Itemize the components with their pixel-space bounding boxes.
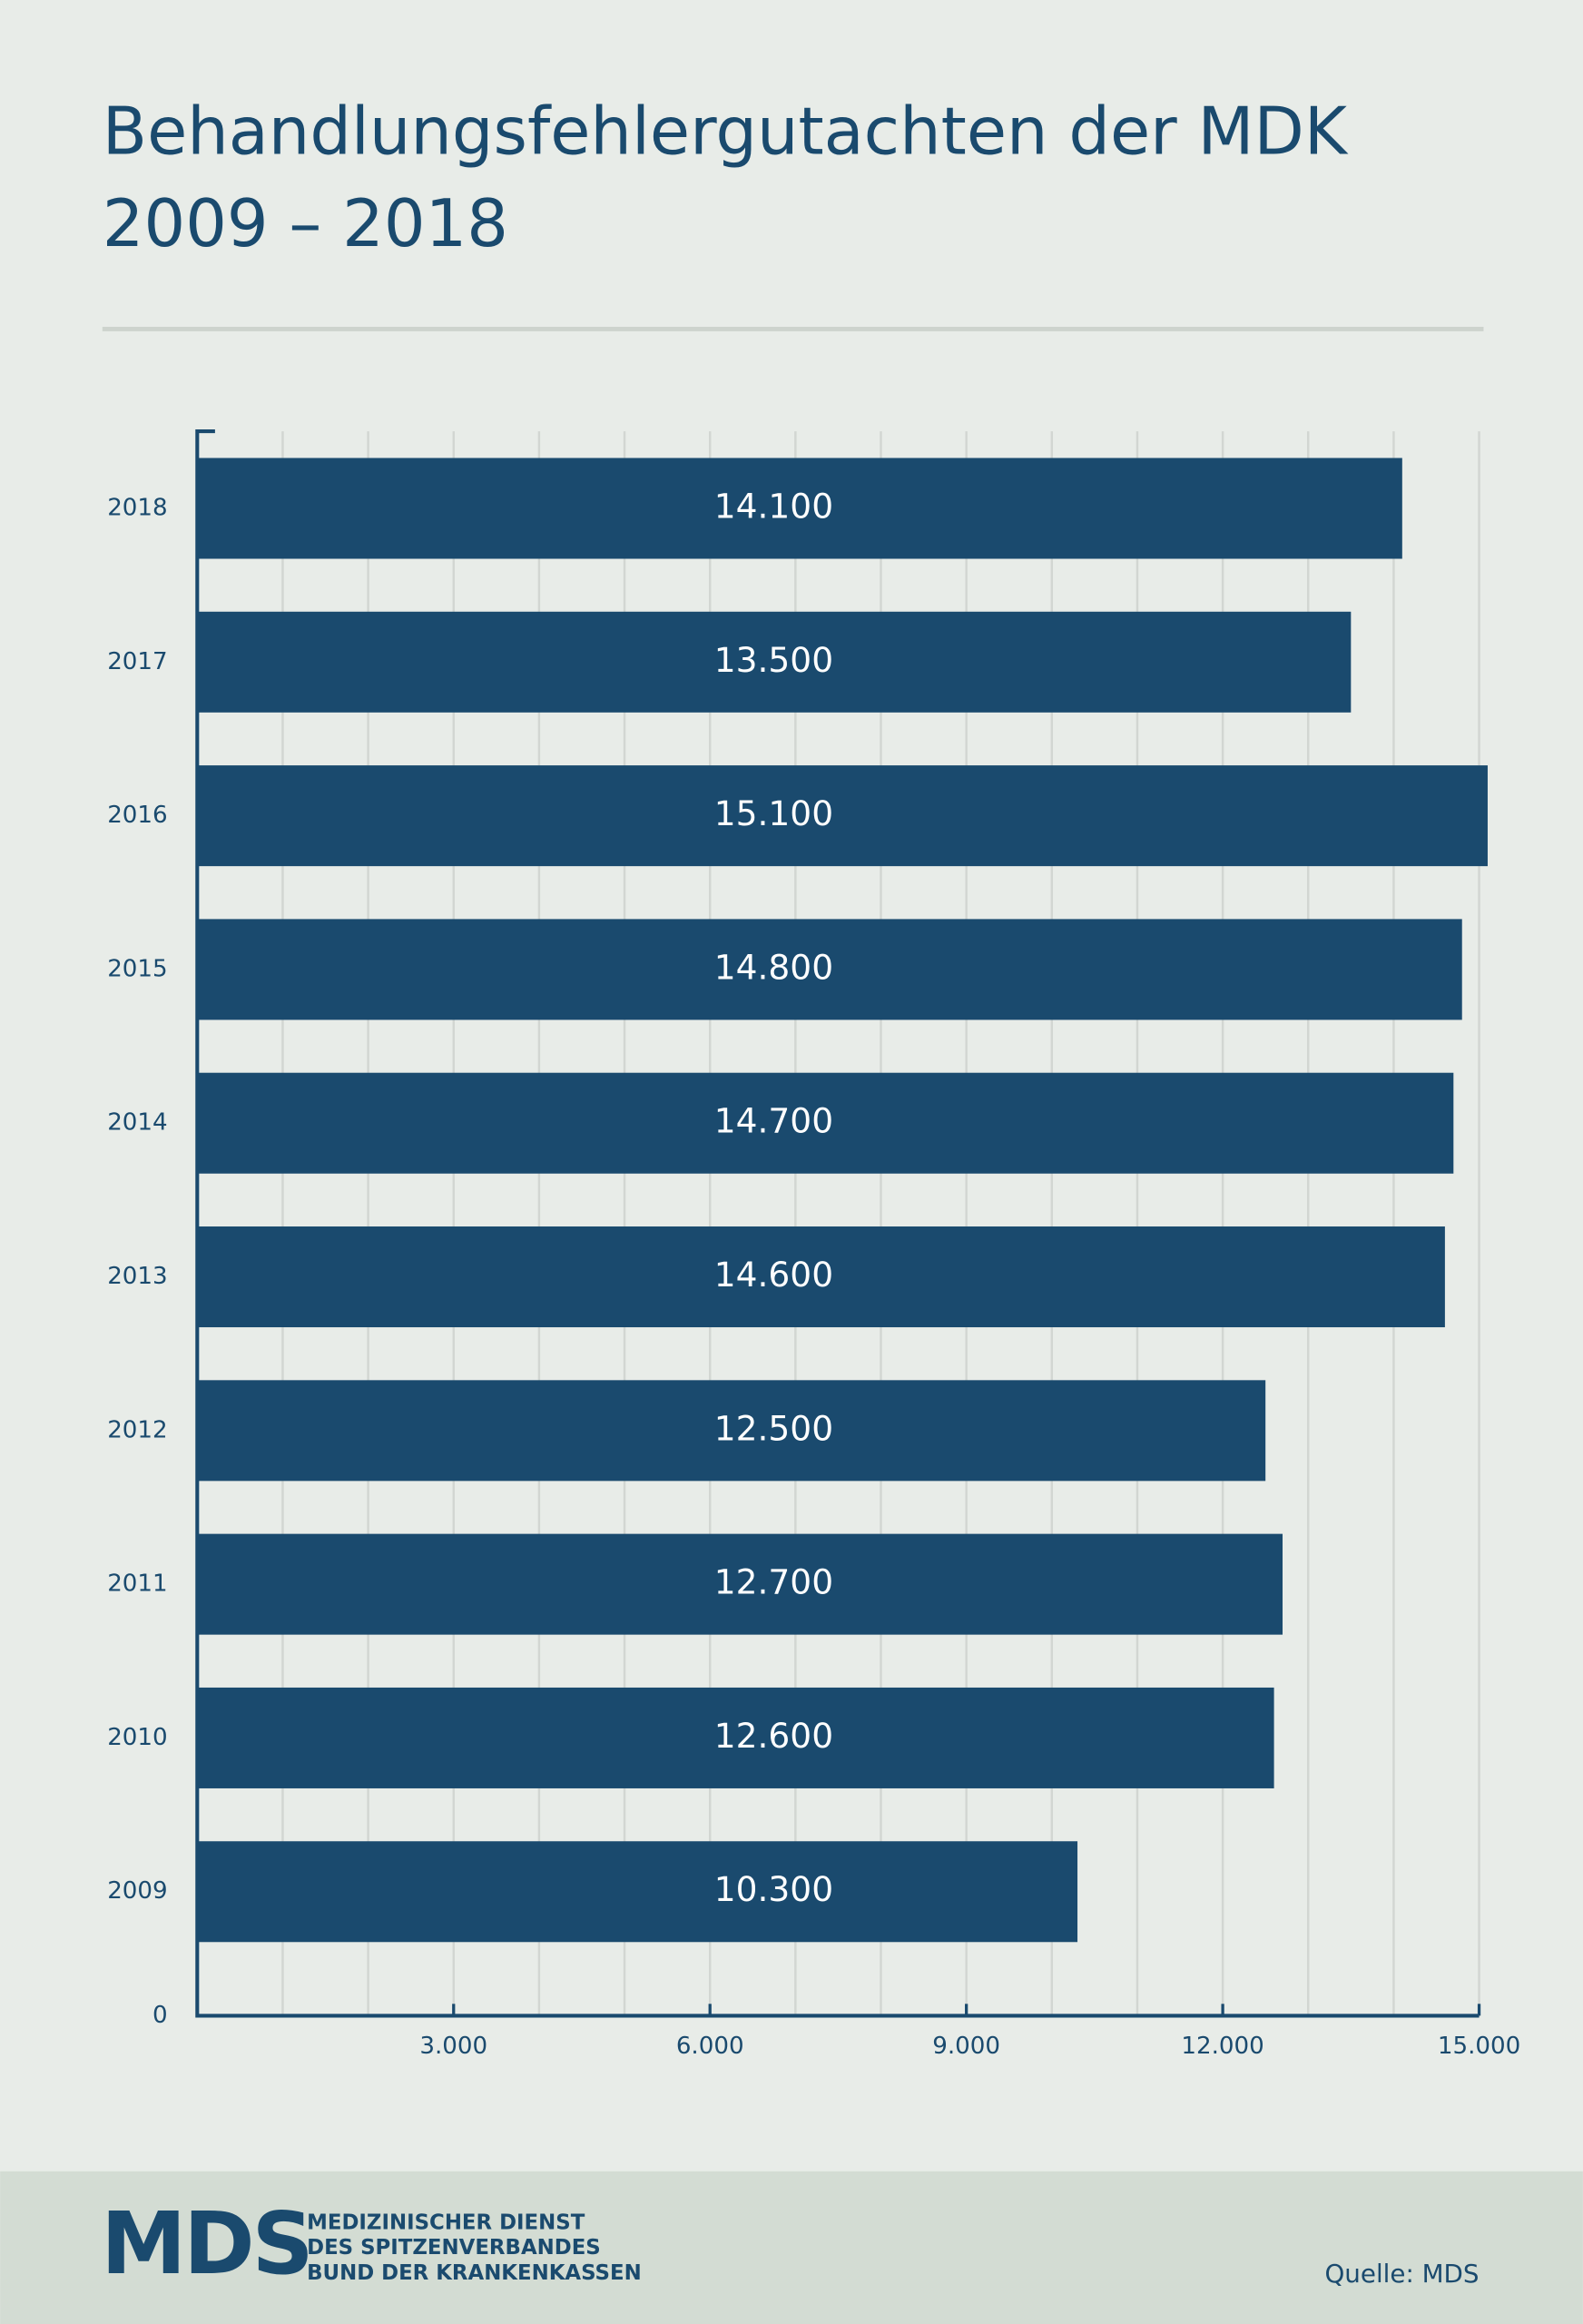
y-tick-label: 2016 bbox=[107, 802, 167, 829]
value-label: 13.500 bbox=[714, 640, 833, 680]
y-tick-label: 2014 bbox=[107, 1109, 167, 1137]
y-tick-label: 2012 bbox=[107, 1416, 167, 1443]
bar bbox=[197, 1226, 1445, 1328]
bar bbox=[197, 1072, 1454, 1174]
y-tick-label: 2009 bbox=[107, 1877, 167, 1905]
value-label: 14.600 bbox=[714, 1255, 833, 1295]
chart-title: Behandlungsfehlergutachten der MDK bbox=[103, 94, 1349, 170]
y-tick-label: 2013 bbox=[107, 1263, 167, 1290]
y-tick-label: 2018 bbox=[107, 494, 167, 521]
value-label: 14.800 bbox=[714, 947, 833, 987]
org-line: MEDIZINISCHER DIENST bbox=[307, 2211, 585, 2234]
bar bbox=[197, 919, 1462, 1020]
bar bbox=[197, 1687, 1274, 1788]
bar bbox=[197, 765, 1488, 867]
bar bbox=[197, 1380, 1266, 1482]
axis-line bbox=[195, 429, 1480, 2018]
x-tick-label: 9.000 bbox=[932, 2033, 1000, 2060]
y-tick-label: 2011 bbox=[107, 1571, 167, 1598]
bar bbox=[197, 1841, 1078, 1943]
x-tick-label: 15.000 bbox=[1438, 2033, 1520, 2060]
x-tick-label: 12.000 bbox=[1181, 2033, 1263, 2060]
logo: MDS bbox=[101, 2194, 310, 2294]
value-label: 12.600 bbox=[714, 1716, 833, 1756]
bar bbox=[197, 1533, 1283, 1635]
bar bbox=[197, 458, 1402, 559]
footer-band bbox=[0, 2171, 1583, 2324]
x-tick-label: 6.000 bbox=[676, 2033, 744, 2060]
x-tick-label: 3.000 bbox=[419, 2033, 487, 2060]
y-tick-label: 2015 bbox=[107, 955, 167, 982]
bar bbox=[197, 611, 1352, 713]
y-tick-label: 2017 bbox=[107, 648, 167, 675]
value-label: 14.100 bbox=[714, 486, 833, 526]
source: Quelle: MDS bbox=[1324, 2259, 1479, 2289]
value-label: 14.700 bbox=[714, 1101, 833, 1141]
y-tick-label: 2010 bbox=[107, 1724, 167, 1751]
value-label: 12.500 bbox=[714, 1408, 833, 1448]
org-line: DES SPITZENVERBANDES bbox=[307, 2236, 601, 2260]
value-label: 15.100 bbox=[714, 793, 833, 833]
value-label: 12.700 bbox=[714, 1562, 833, 1602]
chart-subtitle: 2009 – 2018 bbox=[103, 185, 508, 261]
value-label: 10.300 bbox=[714, 1869, 833, 1909]
x-tick-label: 0 bbox=[152, 2002, 168, 2029]
org-line: BUND DER KRANKENKASSEN bbox=[307, 2261, 642, 2285]
